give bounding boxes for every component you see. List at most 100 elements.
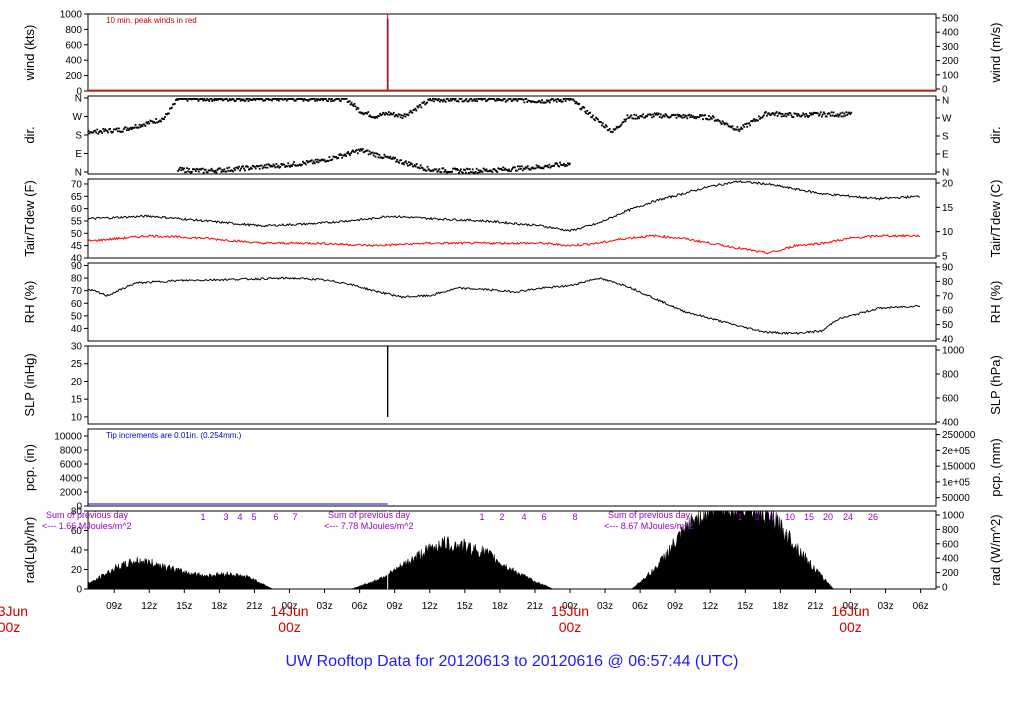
dir-point — [316, 99, 319, 102]
dir-point — [214, 169, 217, 172]
dir-point — [188, 168, 190, 170]
dir-point — [327, 160, 330, 162]
dir-point — [633, 113, 636, 116]
dir-point — [493, 98, 495, 100]
rad-area — [631, 511, 835, 589]
dir-point — [515, 169, 517, 172]
dir-point — [328, 156, 331, 158]
tick-label-right: 200 — [942, 568, 959, 579]
dir-point — [256, 98, 259, 100]
hour-mark: 20 — [823, 512, 833, 522]
dir-point — [415, 109, 418, 112]
dir-point — [559, 99, 562, 101]
dir-point — [260, 164, 263, 167]
dir-point — [652, 113, 654, 116]
dir-point — [551, 98, 554, 100]
dir-point — [227, 99, 230, 102]
dir-point — [252, 98, 255, 100]
dir-point — [344, 153, 346, 156]
tick-label-left: 1000 — [60, 10, 83, 21]
dir-point — [399, 159, 401, 162]
dir-point — [659, 113, 662, 116]
dir-point — [450, 99, 453, 102]
dir-point — [390, 113, 393, 116]
dir-point — [514, 166, 516, 169]
dir-point — [239, 99, 242, 102]
dir-point — [520, 165, 523, 168]
dir-point — [521, 169, 524, 172]
dir-point — [614, 128, 617, 130]
ylabel-left: wind (kts) — [22, 25, 37, 82]
tick-label-left: 70 — [71, 286, 83, 297]
dir-point — [801, 114, 804, 117]
dir-point — [545, 165, 548, 168]
dir-point — [468, 168, 471, 171]
dir-point — [113, 128, 115, 131]
dir-point — [231, 98, 234, 100]
dir-point — [333, 155, 336, 158]
panel-slp: 10 15 20 25 30 400 600 800 1000 SLP (inHg) SLP (hP… — [22, 342, 1003, 429]
x-tick-label: 18z — [772, 601, 788, 612]
dir-point — [812, 113, 814, 116]
dir-point — [352, 149, 354, 152]
tick-label-right: 300 — [942, 42, 959, 53]
dir-point — [655, 112, 658, 115]
hour-mark: 8 — [572, 512, 577, 522]
dir-point — [410, 163, 413, 166]
dir-point — [197, 170, 200, 173]
dir-point — [426, 165, 429, 168]
dir-point — [327, 100, 329, 103]
dir-point — [836, 113, 839, 116]
dir-point — [838, 114, 841, 116]
dir-point — [477, 98, 480, 100]
dir-point — [209, 169, 212, 172]
dir-point — [433, 168, 436, 171]
dir-point — [496, 99, 499, 102]
dir-point — [757, 119, 759, 122]
dir-point — [439, 99, 442, 101]
dir-point — [264, 166, 267, 169]
tick-label-left: 2000 — [60, 488, 83, 499]
dir-point — [569, 162, 571, 165]
dir-point — [294, 164, 296, 167]
dir-point — [418, 104, 421, 107]
dir-point — [557, 164, 560, 167]
dir-point — [387, 111, 390, 113]
dir-point — [266, 98, 269, 100]
dir-point — [345, 155, 347, 157]
dir-point — [772, 112, 775, 115]
dir-point — [287, 98, 290, 100]
dir-point — [198, 98, 201, 101]
dir-point — [485, 100, 487, 103]
dir-point — [830, 111, 833, 114]
dir-point — [713, 119, 716, 122]
dir-point — [732, 127, 735, 130]
ylabel-right: pcp. (mm) — [988, 438, 1003, 497]
dir-point — [367, 153, 370, 156]
dir-point — [672, 113, 675, 116]
dir-point — [717, 119, 720, 122]
dir-point — [557, 98, 560, 101]
dir-point — [285, 165, 288, 167]
dir-point — [459, 170, 461, 172]
dir-point — [345, 98, 348, 100]
dir-point — [793, 112, 796, 115]
dir-point — [196, 98, 199, 100]
dir-point — [683, 116, 686, 119]
dir-point — [350, 101, 353, 104]
dir-point — [758, 115, 760, 118]
dir-point — [206, 98, 209, 100]
dir-point — [508, 98, 511, 100]
dir-point — [160, 120, 162, 123]
dir-point — [306, 99, 309, 101]
dir-point — [174, 99, 177, 102]
dir-point — [469, 98, 472, 100]
dir-point — [308, 160, 311, 163]
dir-point — [261, 167, 264, 170]
dir-point — [491, 171, 494, 173]
x-tick-label: 09z — [387, 601, 403, 612]
dir-point — [670, 114, 673, 117]
dir-point — [769, 114, 772, 117]
dir-point — [459, 98, 462, 100]
